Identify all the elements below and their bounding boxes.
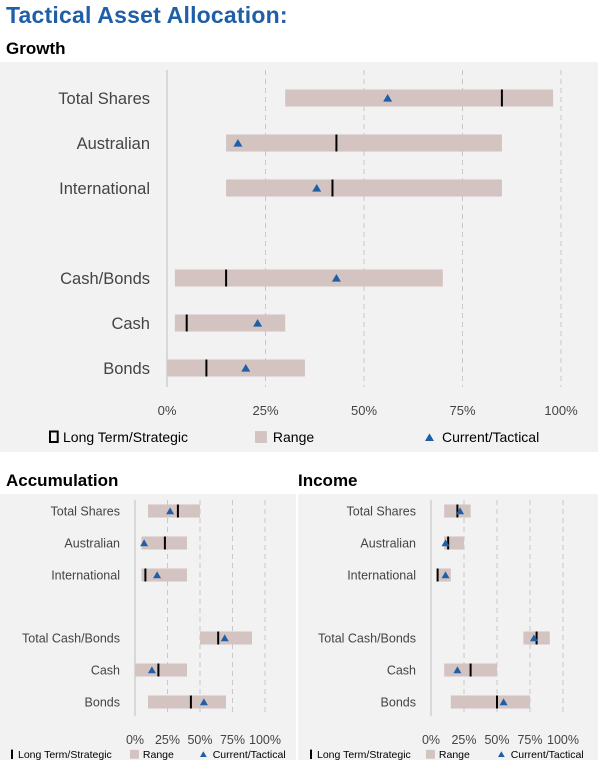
accumulation-category-label: Bonds <box>85 695 120 709</box>
accumulation-chart: Total Shares Australian International Total… <box>11 500 286 761</box>
income-legend-range-label: Range <box>439 749 470 761</box>
growth-category-label: International <box>59 180 150 198</box>
growth-category-label: Cash/Bonds <box>60 270 150 288</box>
growth-x-tick-label: 0% <box>158 403 177 418</box>
income-current-marker <box>456 507 465 515</box>
accumulation-current-marker <box>220 634 229 642</box>
accumulation-legend-current-symbol <box>200 751 207 757</box>
income-current-marker <box>499 698 508 706</box>
income-current-marker <box>529 634 538 642</box>
growth-range-bar <box>226 134 502 152</box>
growth-range-bar <box>226 179 502 197</box>
income-legend-range-symbol <box>426 749 435 759</box>
income-current-marker <box>441 571 450 579</box>
income-category-label: Bonds <box>381 695 416 709</box>
growth-current-marker <box>241 363 251 372</box>
income-legend-current-symbol <box>498 751 505 757</box>
accumulation-legend-range-label: Range <box>143 749 174 761</box>
accumulation-range-bar <box>148 695 226 709</box>
growth-legend-range-symbol <box>255 431 267 443</box>
accumulation-x-tick-label: 100% <box>249 733 281 747</box>
growth-current-marker <box>253 318 263 327</box>
accumulation-legend-current-label: Current/Tactical <box>213 749 286 761</box>
accumulation-category-label: Australian <box>64 536 120 550</box>
income-range-bar <box>450 695 530 709</box>
accumulation-category-label: Total Cash/Bonds <box>22 631 120 645</box>
growth-category-label: Cash <box>111 315 150 333</box>
income-legend-strategic-label: Long Term/Strategic <box>317 749 411 761</box>
accumulation-panel: Total Shares Australian International Total… <box>0 494 296 761</box>
page-title: Tactical Asset Allocation: <box>6 2 288 28</box>
accumulation-range-bar <box>135 663 187 677</box>
accumulation-category-label: Cash <box>91 663 120 677</box>
growth-current-marker <box>331 273 341 282</box>
growth-category-label: Australian <box>77 135 150 153</box>
growth-x-tick-label: 100% <box>544 403 578 418</box>
accumulation-category-label: International <box>51 568 120 582</box>
accumulation-current-marker <box>166 507 175 515</box>
growth-panel: Total Shares Australian International Cash/… <box>0 62 598 452</box>
growth-category-label: Bonds <box>103 360 150 378</box>
growth-current-marker <box>383 93 393 102</box>
accumulation-current-marker <box>140 539 149 547</box>
income-chart: Total Shares Australian International Total… <box>310 500 584 761</box>
income-x-tick-label: 75% <box>517 733 542 747</box>
income-category-label: Cash <box>387 663 416 677</box>
income-category-label: Total Shares <box>347 504 416 518</box>
growth-x-tick-label: 50% <box>351 403 377 418</box>
income-current-marker <box>453 666 462 674</box>
growth-range-bar <box>174 314 286 332</box>
accumulation-category-label: Total Shares <box>51 504 120 518</box>
accumulation-current-marker <box>199 698 208 706</box>
income-x-tick-label: 100% <box>547 733 579 747</box>
accumulation-legend-range-symbol <box>130 749 139 759</box>
growth-legend-strategic-label: Long Term/Strategic <box>63 429 188 445</box>
income-category-label: International <box>347 568 416 582</box>
growth-legend-current-symbol <box>425 433 434 441</box>
accumulation-current-marker <box>147 666 156 674</box>
growth-chart: Total Shares Australian International Cash/… <box>49 70 578 445</box>
growth-legend-range-label: Range <box>273 429 314 445</box>
income-category-label: Australian <box>360 536 416 550</box>
income-legend-current-label: Current/Tactical <box>511 749 584 761</box>
income-x-tick-label: 50% <box>484 733 509 747</box>
income-panel: Total Shares Australian International Total… <box>298 494 598 761</box>
growth-title: Growth <box>6 39 66 58</box>
growth-range-bar <box>285 89 554 107</box>
growth-current-marker <box>312 183 322 192</box>
growth-x-tick-label: 75% <box>449 403 475 418</box>
accumulation-current-marker <box>153 571 162 579</box>
income-category-label: Total Cash/Bonds <box>318 631 416 645</box>
income-current-marker <box>441 539 450 547</box>
income-x-tick-label: 0% <box>422 733 440 747</box>
accumulation-legend-strategic-label: Long Term/Strategic <box>18 749 112 761</box>
growth-legend-current-label: Current/Tactical <box>442 429 539 445</box>
growth-x-tick-label: 25% <box>252 403 278 418</box>
accumulation-range-bar <box>148 504 200 518</box>
accumulation-x-tick-label: 0% <box>126 733 144 747</box>
growth-current-marker <box>233 138 243 147</box>
accumulation-x-tick-label: 50% <box>187 733 212 747</box>
accumulation-range-bar <box>141 568 187 582</box>
growth-range-bar <box>167 359 305 377</box>
accumulation-x-tick-label: 25% <box>155 733 180 747</box>
income-title: Income <box>298 471 358 490</box>
growth-range-bar <box>174 269 443 287</box>
accumulation-x-tick-label: 75% <box>220 733 245 747</box>
accumulation-title: Accumulation <box>6 471 119 490</box>
growth-legend-strategic-symbol <box>49 430 59 443</box>
income-x-tick-label: 25% <box>451 733 476 747</box>
growth-category-label: Total Shares <box>58 90 150 108</box>
